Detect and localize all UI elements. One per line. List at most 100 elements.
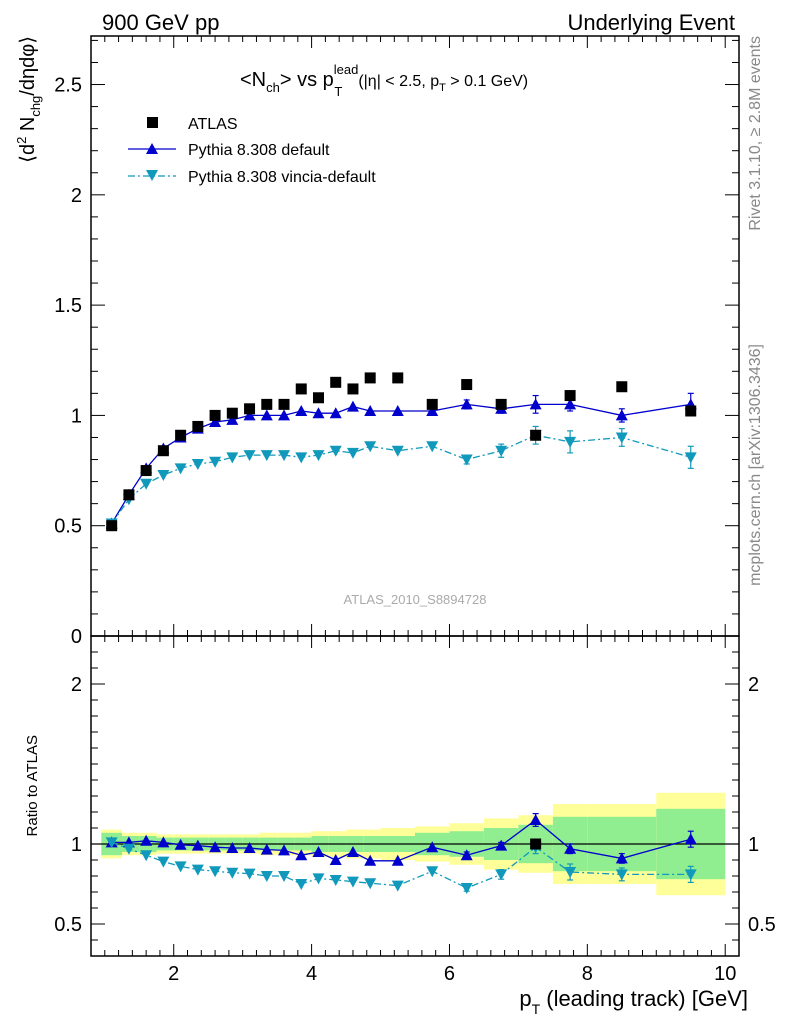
data-point-vincia <box>191 458 204 470</box>
legend-label-pythia: Pythia 8.308 default <box>188 142 330 159</box>
xlabel-a: p <box>519 986 531 1011</box>
header-left: 900 GeV pp <box>102 10 219 35</box>
header-right: Underlying Event <box>567 10 735 35</box>
y-tick-label-main: 0 <box>71 626 82 648</box>
data-point-vincia <box>615 869 628 881</box>
data-point-vincia <box>278 450 291 462</box>
data-point-pythia <box>460 398 473 410</box>
x-tick-label: 10 <box>714 963 736 985</box>
data-point-vincia <box>295 879 308 890</box>
data-point-pythia <box>391 405 404 416</box>
data-point-pythia <box>174 838 187 850</box>
data-point-vincia <box>364 878 377 890</box>
plot-title-sub2: T <box>334 84 342 99</box>
x-tick-label: 8 <box>582 963 593 985</box>
ylabel-main: ⟨d2 Nchg/dηdφ⟩ <box>14 36 43 163</box>
x-tick-label: 4 <box>306 963 317 985</box>
data-point-pythia <box>329 854 342 865</box>
data-point-atlas <box>175 429 187 441</box>
data-point-vincia <box>174 463 187 475</box>
y-tick-label-ratio-right: 2 <box>748 674 759 696</box>
y-tick-label-ratio-left: 2 <box>71 674 82 696</box>
data-point-vincia <box>209 456 222 468</box>
y-tick-label-ratio-left: 1 <box>71 834 82 856</box>
y-tick-label-main: 2 <box>71 185 82 207</box>
data-point-vincia <box>157 856 170 868</box>
data-point-pythia <box>529 814 542 825</box>
data-point-vincia <box>191 864 204 876</box>
data-point-vincia <box>460 883 473 894</box>
data-point-vincia <box>564 436 577 448</box>
legend-label-atlas: ATLAS <box>188 116 238 133</box>
data-point-vincia <box>209 866 222 878</box>
ylabel-main-sup: 2 <box>14 137 29 144</box>
data-point-vincia <box>495 869 508 881</box>
legend-marker-vincia <box>146 170 158 181</box>
y-tick-label-main: 1 <box>71 405 82 427</box>
data-point-atlas <box>685 405 697 417</box>
data-point-vincia <box>312 450 325 462</box>
ylabel-main-c: /dηdφ⟩ <box>17 36 39 96</box>
data-point-vincia <box>346 876 359 888</box>
x-tick-label: 2 <box>168 963 179 985</box>
xlabel-b: (leading track) [GeV] <box>540 986 748 1011</box>
y-tick-label-main: 1.5 <box>54 295 82 317</box>
data-point-atlas <box>295 383 307 395</box>
data-point-pythia <box>346 846 359 857</box>
data-point-pythia <box>295 849 308 861</box>
data-point-pythia <box>260 409 273 421</box>
data-point-pythia <box>684 833 697 845</box>
data-point-pythia <box>460 849 473 861</box>
ylabel-ratio: Ratio to ATLAS <box>24 735 41 836</box>
main-panel-content <box>105 372 697 532</box>
ylabel-main-a: ⟨d <box>17 144 39 163</box>
xlabel: pT (leading track) [GeV] <box>519 986 748 1017</box>
data-point-vincia <box>564 867 577 878</box>
data-point-pythia <box>426 405 439 416</box>
plot-title-cuts-a: (|η| < 2.5, p <box>358 73 439 90</box>
data-point-vincia <box>278 871 291 882</box>
data-point-atlas <box>226 407 238 419</box>
main-panel-frame <box>91 36 739 636</box>
data-point-vincia <box>426 441 439 453</box>
y-tick-label-ratio-left: 0.5 <box>54 914 82 936</box>
data-point-atlas <box>364 372 376 384</box>
data-point-pythia <box>278 844 291 856</box>
data-point-vincia <box>157 469 170 481</box>
legend-marker-atlas <box>147 117 158 128</box>
data-point-vincia <box>495 445 508 457</box>
data-point-pythia <box>191 839 204 851</box>
plot-title-cuts-b: > 0.1 GeV) <box>446 73 528 90</box>
data-point-vincia <box>391 880 404 892</box>
data-point-vincia <box>260 450 273 462</box>
axes: 2 4 6 8 10 0 0.5 1 1.5 2 2.5 0.5 0.5 1 1 2 2 <box>54 36 776 985</box>
data-point-pythia <box>312 407 325 419</box>
plot-title-prefix: <N <box>240 69 266 91</box>
data-point-atlas <box>192 420 204 432</box>
side-label-bottom: mcplots.cern.ch [arXiv:1306.3436] <box>747 344 764 586</box>
data-point-atlas <box>495 398 507 410</box>
data-point-vincia <box>105 837 118 849</box>
data-point-vincia <box>426 866 439 878</box>
data-point-vincia <box>684 869 697 881</box>
plot-title-sup: lead <box>334 62 359 77</box>
data-point-pythia <box>364 405 377 416</box>
data-point-atlas <box>209 409 221 421</box>
data-point-atlas <box>616 381 628 393</box>
data-point-vincia <box>174 861 187 873</box>
data-point-vincia <box>140 850 153 862</box>
analysis-watermark: ATLAS_2010_S8894728 <box>344 592 487 607</box>
ylabel-main-b: N <box>17 117 39 137</box>
side-label-top: Rivet 3.1.10, ≥ 2.8M events <box>747 36 764 231</box>
data-point-atlas <box>123 489 135 501</box>
plot-title-sub1: ch <box>266 80 280 95</box>
series-line-triangle-down <box>111 434 691 524</box>
data-point-pythia <box>157 836 170 848</box>
data-point-atlas <box>530 838 542 850</box>
data-point-vincia <box>346 447 359 459</box>
y-tick-label-main: 0.5 <box>54 516 82 538</box>
data-point-vincia <box>329 875 342 886</box>
data-point-atlas <box>261 398 273 410</box>
data-point-pythia <box>329 407 342 419</box>
